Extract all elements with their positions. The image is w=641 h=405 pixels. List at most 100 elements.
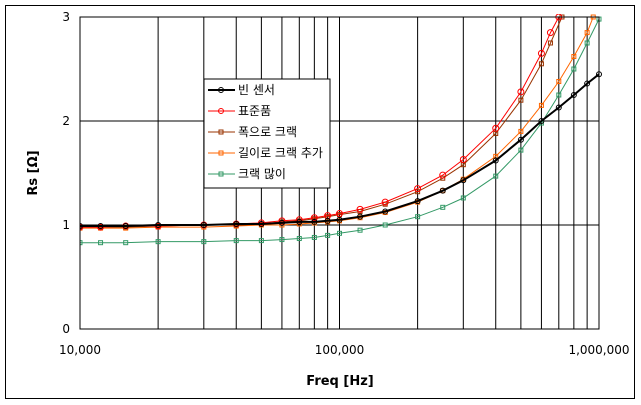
data-point [233,220,240,227]
data-point [122,223,129,230]
legend-marker [218,171,224,177]
data-point [460,177,467,184]
data-point [537,49,545,57]
data-point [556,78,562,84]
data-point [493,173,499,179]
data-point [97,223,104,230]
grid-lines [79,17,599,329]
legend-box [203,78,331,189]
data-point [518,128,524,134]
data-point [538,61,544,67]
y-tick-label: 0 [62,322,70,336]
legend-label: 빈 센서 [238,83,275,97]
y-tick-label: 1 [62,218,70,232]
data-point [201,239,207,245]
legend-marker [218,129,224,135]
data-point [440,204,446,210]
series-line [80,16,594,229]
data-point [517,88,525,96]
data-point [80,223,83,230]
data-point [584,30,590,36]
data-point [357,213,364,220]
y-axis-ticks: 0 1 2 3 [62,10,70,336]
data-point [547,40,553,46]
data-point [382,208,389,215]
data-point [415,214,421,220]
x-axis-title: Freq [Hz] [306,374,373,389]
y-tick-label: 3 [62,10,70,24]
legend-label: 길이로 크랙 추가 [238,146,323,160]
data-point [518,97,524,103]
legend-marker [218,150,224,156]
data-point [311,234,317,240]
series-0 [80,71,602,230]
y-axis-title: Rs [Ω] [26,150,41,195]
data-point [155,239,161,245]
data-point [546,29,554,37]
data-point [459,155,467,163]
data-point [538,102,544,108]
data-point [381,198,389,206]
x-tick-label: 1,000,000 [568,343,629,357]
data-point [80,223,84,231]
data-point [98,240,104,246]
data-series [80,14,602,246]
data-point [460,195,466,201]
legend-marker [218,108,224,114]
legend-marker [218,87,224,93]
data-point [233,238,239,244]
data-point [555,104,562,111]
legend-label: 표준품 [238,104,271,118]
chart-frame [5,5,635,399]
data-point [97,223,105,231]
data-point [325,232,331,238]
data-point [296,218,303,225]
y-tick-label: 2 [62,114,70,128]
data-point [518,147,524,153]
data-point [382,222,388,228]
data-point [492,157,499,164]
plot-area [79,16,600,330]
data-point [200,222,207,228]
data-point [336,210,343,218]
data-point [414,198,421,205]
data-point [336,216,343,223]
data-point [356,205,364,213]
data-point [311,218,318,225]
series-3 [80,14,596,231]
data-point [258,238,264,244]
data-point [440,175,446,181]
data-point [556,92,562,98]
legend-label: 크랙 많이 [238,167,286,181]
data-point [296,236,302,242]
data-point [492,124,500,132]
data-point [357,227,363,233]
data-point [571,66,577,72]
data-point [278,219,285,226]
legend-label: 폭으로 크랙 [238,125,297,139]
data-point [80,240,83,246]
data-point [571,54,577,60]
data-point [415,189,421,195]
series-line [80,73,600,227]
data-point [517,136,524,143]
data-point [584,80,591,87]
data-point [570,92,577,98]
data-point [337,230,342,236]
data-point [155,222,162,228]
data-point [439,187,446,194]
data-point [123,240,129,246]
data-point [324,217,331,224]
data-point [258,220,265,227]
data-point [414,185,422,193]
data-point [310,214,318,222]
data-point [439,171,447,179]
data-point [584,40,590,46]
x-axis-ticks: 10,000 100,000 1,000,000 [59,343,630,357]
data-point [279,237,285,243]
data-point [538,118,545,124]
x-tick-label: 10,000 [59,343,101,357]
x-tick-label: 100,000 [315,343,365,357]
